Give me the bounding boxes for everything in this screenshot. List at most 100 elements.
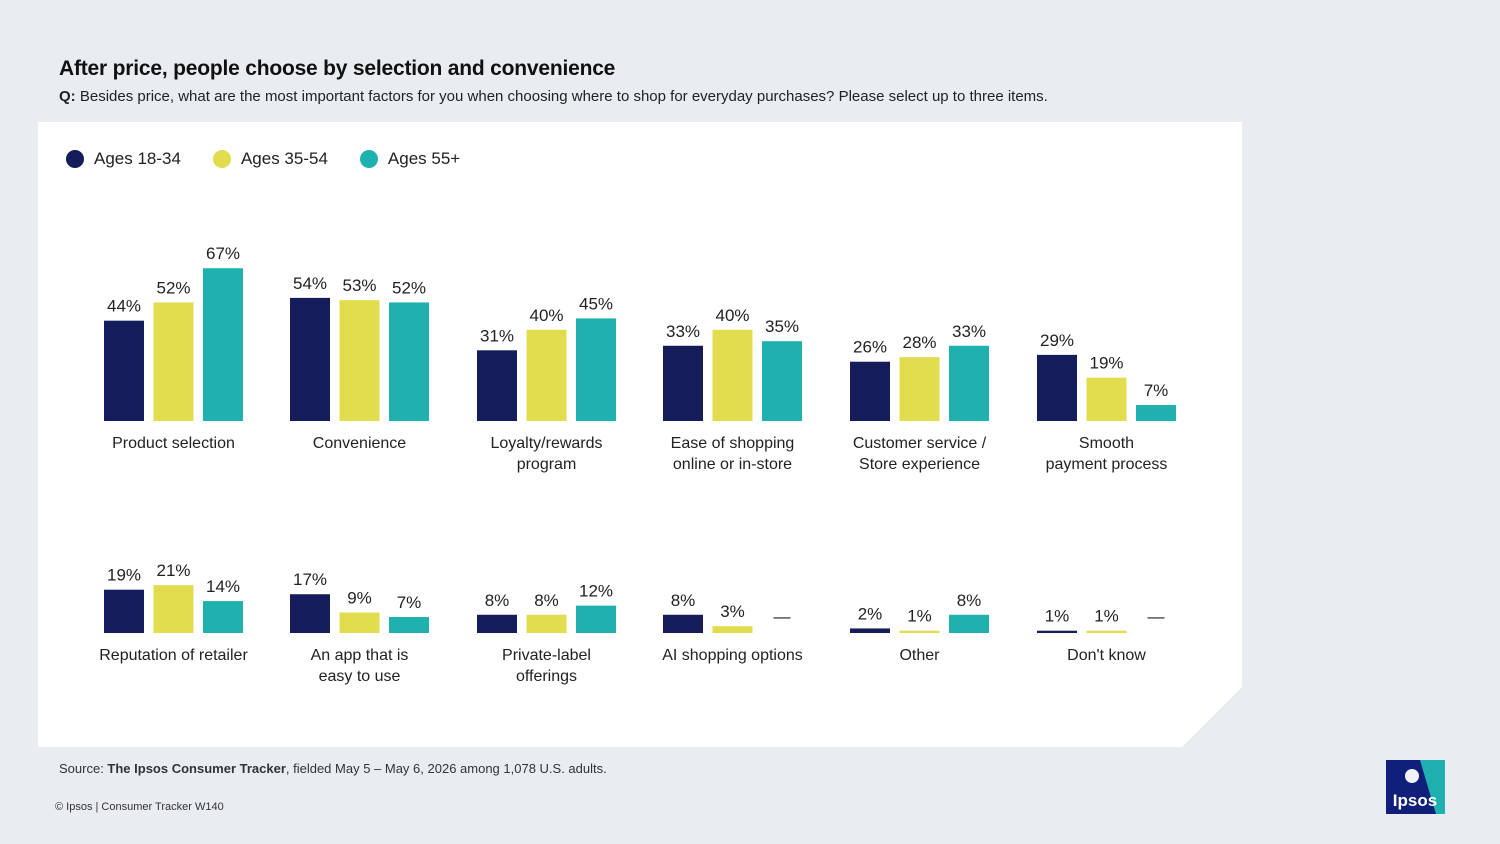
category-label: Customer service /: [853, 435, 987, 452]
ipsos-logo: Ipsos: [1386, 760, 1445, 814]
bar: [104, 320, 144, 421]
legend: Ages 18-34 Ages 35-54 Ages 55+: [66, 149, 492, 169]
data-label: 28%: [902, 333, 936, 352]
data-label: 26%: [853, 338, 887, 357]
legend-label-18-34: Ages 18-34: [94, 149, 181, 168]
source-name: The Ipsos Consumer Tracker: [107, 761, 286, 776]
data-label: 67%: [206, 244, 240, 263]
bar: [899, 630, 940, 633]
legend-swatch-18-34: [66, 150, 84, 168]
bar: [339, 300, 380, 421]
survey-question: Q: Besides price, what are the most impo…: [59, 88, 1048, 105]
data-label: 8%: [957, 591, 982, 610]
category-label: program: [517, 456, 577, 473]
data-label: 14%: [206, 577, 240, 596]
category-label: AI shopping options: [662, 647, 803, 664]
chart-card: [38, 122, 1242, 747]
bar: [104, 589, 144, 633]
data-label: 29%: [1040, 331, 1074, 350]
category-label: Product selection: [112, 435, 235, 452]
category-label: Loyalty/rewards: [490, 435, 602, 452]
data-label: 7%: [397, 593, 422, 612]
bar: [203, 268, 243, 421]
bar: [290, 297, 330, 421]
data-label: 45%: [579, 294, 613, 313]
question-prefix: Q:: [59, 88, 76, 105]
bar: [663, 345, 703, 421]
data-label: 19%: [1089, 354, 1123, 373]
legend-item-35-54: Ages 35-54: [212, 149, 328, 169]
category-label: An app that is: [311, 647, 409, 664]
data-label: 3%: [720, 602, 745, 621]
category-label: offerings: [516, 668, 577, 685]
source-details: , fielded May 5 – May 6, 2026 among 1,07…: [285, 761, 607, 776]
bar: [1086, 377, 1127, 421]
bar: [576, 605, 616, 633]
legend-item-55-plus: Ages 55+: [359, 149, 461, 169]
bar: [526, 329, 567, 421]
bar: [389, 617, 429, 633]
legend-label-35-54: Ages 35-54: [240, 149, 328, 168]
legend-label-55-plus: Ages 55+: [387, 149, 461, 168]
bar: [663, 614, 703, 633]
source-note: Source: The Ipsos Consumer Tracker, fiel…: [59, 761, 607, 776]
bar: [1037, 630, 1077, 633]
data-label: 33%: [666, 322, 700, 341]
category-label: Ease of shopping: [671, 435, 795, 452]
bar: [477, 350, 517, 421]
category-label: payment process: [1046, 456, 1168, 473]
bar: [949, 345, 989, 421]
bar: [762, 341, 802, 421]
bar: [203, 601, 243, 633]
category-label: Don't know: [1067, 647, 1146, 664]
data-label: 52%: [156, 278, 190, 297]
data-label: 9%: [347, 588, 372, 607]
bar: [850, 361, 890, 421]
bar: [153, 302, 194, 421]
category-label: Private-label: [502, 647, 591, 664]
missing-value-label: —: [1148, 607, 1165, 626]
data-label: 8%: [485, 591, 510, 610]
bar: [1037, 354, 1077, 421]
bar: [712, 329, 753, 421]
data-label: 8%: [671, 591, 696, 610]
footer-note: © Ipsos | Consumer Tracker W140: [55, 801, 224, 813]
data-label: 44%: [107, 297, 141, 316]
legend-swatch-55-plus: [359, 150, 378, 168]
bar: [899, 357, 940, 421]
question-text: Besides price, what are the most importa…: [79, 88, 1048, 105]
bar: [1136, 405, 1176, 421]
data-label: 2%: [858, 604, 883, 623]
data-label: 31%: [480, 326, 514, 345]
source-prefix: Source:: [59, 761, 108, 776]
legend-swatch-35-54: [212, 150, 231, 168]
bar: [850, 628, 890, 633]
category-label: Reputation of retailer: [99, 647, 248, 664]
missing-value-label: —: [774, 607, 791, 626]
data-label: 8%: [534, 591, 559, 610]
data-label: 1%: [907, 607, 932, 626]
bar: [526, 614, 567, 633]
bar: [389, 302, 429, 421]
data-label: 17%: [293, 570, 327, 589]
bar: [290, 594, 330, 633]
bar: [153, 585, 194, 633]
data-label: 1%: [1045, 607, 1070, 626]
bar: [712, 626, 753, 633]
category-label: easy to use: [319, 668, 401, 685]
category-label: online or in-store: [673, 456, 792, 473]
data-label: 7%: [1144, 381, 1169, 400]
chart-title: After price, people choose by selection …: [59, 57, 616, 80]
data-label: 52%: [392, 278, 426, 297]
data-label: 21%: [156, 561, 190, 580]
bar: [477, 614, 517, 633]
logo-text: Ipsos: [1393, 791, 1437, 810]
data-label: 40%: [715, 306, 749, 325]
data-label: 54%: [293, 274, 327, 293]
data-label: 53%: [342, 276, 376, 295]
category-label: Store experience: [859, 456, 980, 473]
bar: [949, 614, 989, 633]
bar: [339, 612, 380, 633]
data-label: 12%: [579, 582, 613, 601]
data-label: 35%: [765, 317, 799, 336]
